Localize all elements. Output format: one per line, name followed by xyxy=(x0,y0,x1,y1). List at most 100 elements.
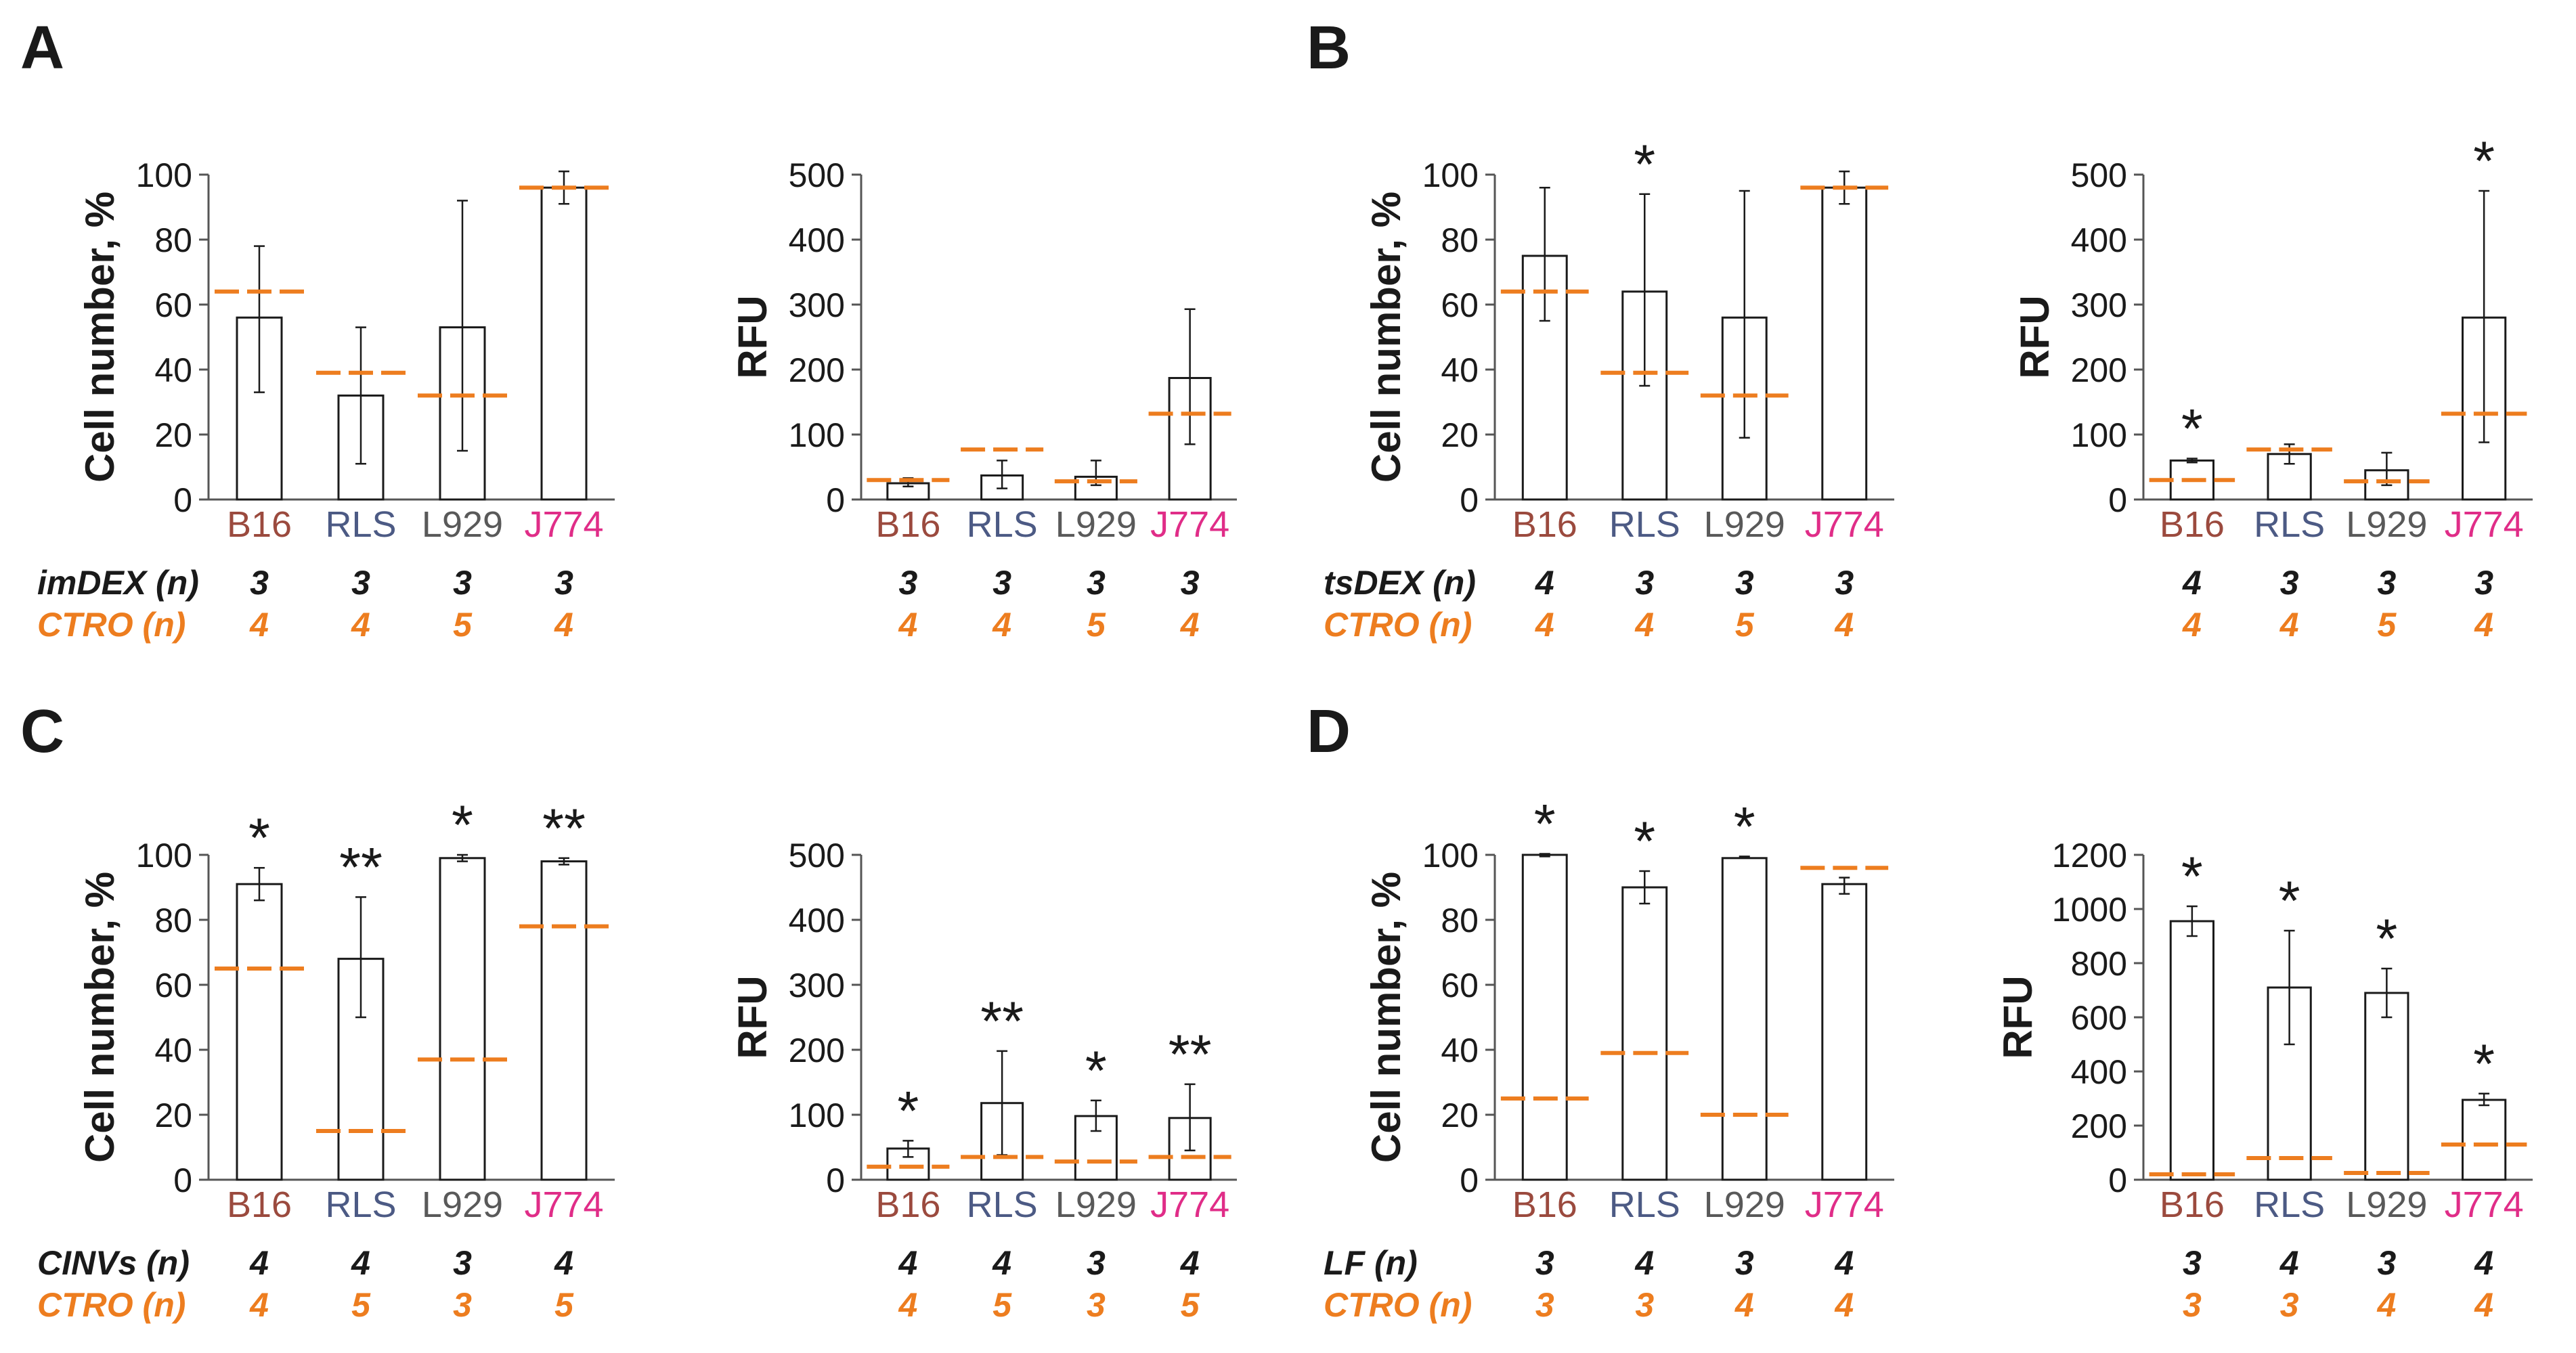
category-label-J774: J774 xyxy=(1805,504,1884,545)
y-tick-label: 300 xyxy=(789,286,845,324)
category-label-B16: B16 xyxy=(875,504,940,545)
bar-RLS xyxy=(1621,290,1668,501)
significance-marker: * xyxy=(2376,908,2397,970)
treatment-n-label: LF (n) xyxy=(1324,1244,1418,1282)
y-tick-label: 300 xyxy=(789,967,845,1004)
control-n-label: CTRO (n) xyxy=(1324,606,1472,644)
n-treatment-value: 3 xyxy=(1735,1244,1754,1282)
y-tick-label: 100 xyxy=(789,1096,845,1134)
y-axis-label: RFU xyxy=(2012,295,2057,378)
y-tick-label: 80 xyxy=(154,221,192,259)
y-tick-label: 600 xyxy=(2071,999,2127,1037)
y-axis-label: Cell number, % xyxy=(77,872,123,1163)
n-control-value: 3 xyxy=(1535,1286,1554,1324)
n-treatment-value: 3 xyxy=(1635,564,1654,602)
y-tick-label: 20 xyxy=(154,1096,192,1134)
y-tick-label: 100 xyxy=(789,416,845,454)
n-treatment-value: 4 xyxy=(2279,1244,2299,1282)
control-n-label: CTRO (n) xyxy=(37,606,185,644)
n-treatment-value: 4 xyxy=(2474,1244,2493,1282)
bar-J774 xyxy=(1821,186,1868,501)
n-control-value: 4 xyxy=(249,1286,269,1324)
panel-label-d: D xyxy=(1307,698,1351,766)
y-tick-label: 500 xyxy=(789,837,845,874)
bar-J774 xyxy=(540,186,588,501)
n-control-value: 4 xyxy=(1834,606,1854,644)
y-tick-label: 80 xyxy=(1441,221,1479,259)
significance-marker: * xyxy=(1734,796,1755,858)
n-control-value: 5 xyxy=(453,606,473,644)
category-label-RLS: RLS xyxy=(325,1184,396,1225)
n-control-value: 3 xyxy=(2183,1286,2202,1324)
y-tick-label: 200 xyxy=(789,1032,845,1069)
treatment-n-label: tsDEX (n) xyxy=(1324,564,1476,602)
category-label-J774: J774 xyxy=(1150,504,1229,545)
y-tick-label: 0 xyxy=(826,481,845,519)
n-treatment-value: 4 xyxy=(992,1244,1011,1282)
n-control-value: 3 xyxy=(2280,1286,2299,1324)
y-tick-label: 800 xyxy=(2071,945,2127,983)
y-tick-label: 0 xyxy=(2108,1161,2127,1199)
y-tick-label: 100 xyxy=(1422,156,1479,194)
n-treatment-value: 3 xyxy=(1735,564,1754,602)
bar-J774 xyxy=(2462,1099,2507,1181)
control-n-label: CTRO (n) xyxy=(37,1286,185,1324)
significance-marker: * xyxy=(2279,870,2300,932)
category-label-L929: L929 xyxy=(1055,1184,1137,1225)
y-tick-label: 200 xyxy=(789,351,845,389)
y-tick-label: 300 xyxy=(2071,286,2127,324)
n-treatment-value: 4 xyxy=(1180,1244,1200,1282)
n-control-value: 5 xyxy=(1087,606,1106,644)
category-label-J774: J774 xyxy=(2445,1184,2524,1225)
y-tick-label: 400 xyxy=(789,902,845,939)
n-control-value: 4 xyxy=(1734,1286,1754,1324)
y-tick-label: 500 xyxy=(789,156,845,194)
category-label-J774: J774 xyxy=(524,1184,603,1225)
n-treatment-value: 3 xyxy=(1535,1244,1554,1282)
n-control-value: 5 xyxy=(1735,606,1755,644)
category-label-RLS: RLS xyxy=(967,504,1038,545)
n-control-value: 4 xyxy=(249,606,269,644)
category-label-L929: L929 xyxy=(1055,504,1137,545)
y-tick-label: 20 xyxy=(1441,1096,1479,1134)
n-treatment-value: 3 xyxy=(898,564,917,602)
y-tick-label: 40 xyxy=(1441,1032,1479,1069)
n-control-value: 4 xyxy=(1180,606,1200,644)
control-n-label: CTRO (n) xyxy=(1324,1286,1472,1324)
significance-marker: * xyxy=(1085,1040,1107,1102)
bar-B16 xyxy=(236,883,283,1181)
y-tick-label: 0 xyxy=(1460,1161,1479,1199)
y-axis-label: RFU xyxy=(1995,975,2040,1059)
y-tick-label: 400 xyxy=(789,221,845,259)
significance-marker: ** xyxy=(980,991,1024,1052)
y-tick-label: 200 xyxy=(2071,351,2127,389)
category-label-J774: J774 xyxy=(1805,1184,1884,1225)
y-tick-label: 60 xyxy=(154,967,192,1004)
category-label-B16: B16 xyxy=(227,1184,292,1225)
category-label-L929: L929 xyxy=(422,1184,503,1225)
category-label-RLS: RLS xyxy=(967,1184,1038,1225)
n-treatment-value: 3 xyxy=(453,1244,472,1282)
n-treatment-value: 3 xyxy=(351,564,370,602)
y-tick-label: 1000 xyxy=(2052,891,2127,929)
n-control-value: 4 xyxy=(554,606,573,644)
treatment-n-label: CINVs (n) xyxy=(37,1244,190,1282)
y-tick-label: 20 xyxy=(1441,416,1479,454)
n-treatment-value: 3 xyxy=(2474,564,2493,602)
n-control-value: 4 xyxy=(898,606,917,644)
n-control-value: 4 xyxy=(2279,606,2299,644)
n-control-value: 5 xyxy=(351,1286,371,1324)
bar-J774 xyxy=(540,860,588,1181)
y-tick-label: 80 xyxy=(1441,902,1479,939)
significance-marker: ** xyxy=(542,798,586,860)
category-label-L929: L929 xyxy=(2346,1184,2427,1225)
y-tick-label: 40 xyxy=(154,1032,192,1069)
n-treatment-value: 3 xyxy=(250,564,269,602)
n-treatment-value: 4 xyxy=(1535,564,1554,602)
n-treatment-value: 4 xyxy=(249,1244,269,1282)
significance-marker: * xyxy=(1634,134,1655,196)
bar-B16 xyxy=(1521,853,1568,1181)
y-tick-label: 40 xyxy=(1441,351,1479,389)
bar-RLS xyxy=(1621,886,1668,1181)
